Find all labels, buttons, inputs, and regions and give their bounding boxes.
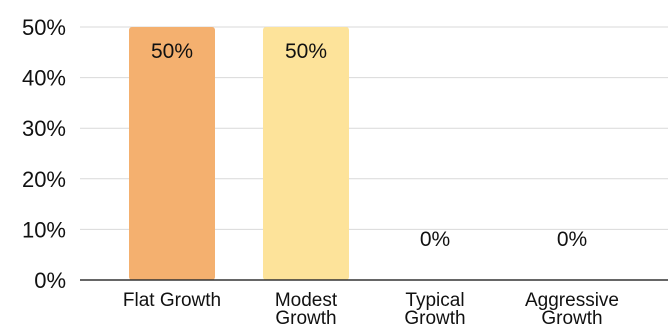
x-tick-label: Modest Growth [275, 290, 338, 329]
data-labels: 50% 50% 0% 0% [151, 40, 587, 251]
y-tick-label: 50% [22, 15, 66, 40]
y-tick-label: 30% [22, 116, 66, 141]
x-tick-label-line: Growth [275, 308, 336, 329]
bar [263, 27, 349, 280]
y-tick-label: 10% [22, 217, 66, 242]
x-tick-label-line: Typical [405, 290, 464, 311]
x-tick-label-line: Aggressive [525, 290, 619, 311]
x-tick-label: Flat Growth [123, 290, 221, 311]
bars [129, 27, 349, 280]
x-tick-label: Aggressive Growth [525, 290, 619, 329]
data-label: 50% [285, 40, 327, 63]
x-tick-label: Typical Growth [404, 290, 465, 329]
x-tick-label-line: Growth [541, 308, 602, 329]
data-label: 0% [420, 228, 450, 251]
x-tick-label-line: Flat Growth [123, 290, 221, 311]
x-tick-label-line: Growth [404, 308, 465, 329]
y-tick-label: 20% [22, 167, 66, 192]
y-tick-label: 40% [22, 66, 66, 91]
bar [129, 27, 215, 280]
data-label: 50% [151, 40, 193, 63]
y-tick-label: 0% [34, 268, 66, 293]
y-axis: 0% 10% 20% 30% 40% 50% [22, 15, 66, 293]
x-tick-label-line: Modest [275, 290, 338, 311]
data-label: 0% [557, 228, 587, 251]
